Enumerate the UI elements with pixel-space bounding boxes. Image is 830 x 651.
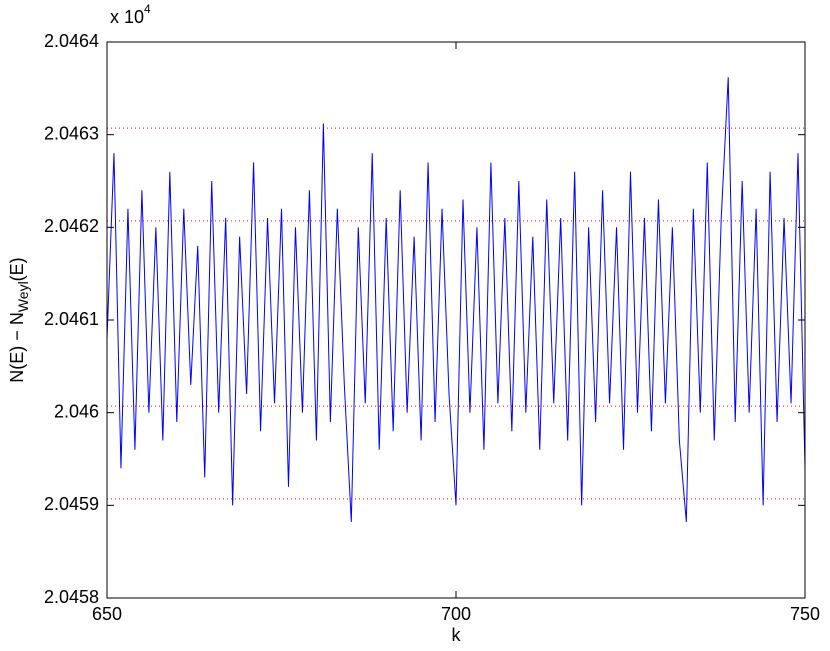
data-line bbox=[106, 77, 806, 523]
y-label-tail: (E) bbox=[7, 257, 27, 281]
y-label-subscript: Weyl bbox=[15, 281, 31, 312]
x-axis-label: k bbox=[452, 625, 462, 645]
y-tick-label: 2.046 bbox=[54, 401, 99, 421]
x-tick-label: 700 bbox=[441, 604, 471, 624]
y-tick-label: 2.0461 bbox=[44, 309, 99, 329]
y-multiplier: x 104 bbox=[110, 2, 151, 27]
x-tick-label: 650 bbox=[92, 604, 122, 624]
y-axis-label: N(E) − NWeyl(E) bbox=[7, 257, 31, 382]
y-tick-label: 2.0463 bbox=[44, 123, 99, 143]
y-tick-label: 2.0462 bbox=[44, 216, 99, 236]
y-tick-label: 2.0458 bbox=[44, 587, 99, 607]
y-multiplier-base: x 10 bbox=[110, 7, 144, 27]
plot-area bbox=[106, 41, 806, 599]
plot-frame bbox=[106, 41, 806, 599]
x-tick-label: 750 bbox=[790, 604, 820, 624]
y-tick-label: 2.0459 bbox=[44, 494, 99, 514]
y-multiplier-exponent: 4 bbox=[144, 2, 151, 16]
y-tick-label: 2.0464 bbox=[44, 31, 99, 51]
y-label-main: N(E) − N bbox=[7, 312, 27, 383]
